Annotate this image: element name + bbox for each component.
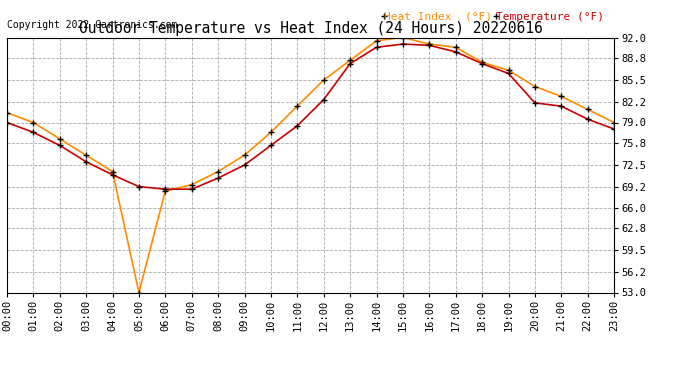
Temperature (°F) [3, 120, 11, 125]
Heat Index  (°F) [135, 290, 143, 295]
Temperature (°F) [425, 43, 433, 48]
Heat Index  (°F) [188, 182, 196, 187]
Temperature (°F) [399, 42, 407, 46]
Heat Index  (°F) [610, 120, 618, 125]
Temperature (°F) [531, 100, 539, 105]
Heat Index  (°F) [214, 169, 222, 174]
Temperature (°F) [373, 45, 381, 50]
Temperature (°F) [451, 50, 460, 54]
Heat Index  (°F) [293, 104, 302, 108]
Temperature (°F) [56, 143, 64, 148]
Heat Index  (°F) [399, 35, 407, 40]
Heat Index  (°F) [240, 153, 248, 158]
Title: Outdoor Temperature vs Heat Index (24 Hours) 20220616: Outdoor Temperature vs Heat Index (24 Ho… [79, 21, 542, 36]
Temperature (°F) [584, 117, 592, 122]
Temperature (°F) [29, 130, 37, 135]
Temperature (°F) [478, 62, 486, 66]
Temperature (°F) [557, 104, 565, 108]
Temperature (°F) [319, 98, 328, 102]
Heat Index  (°F) [29, 120, 37, 125]
Temperature (°F) [108, 172, 117, 177]
Temperature (°F) [504, 71, 513, 76]
Temperature (°F) [135, 184, 143, 189]
Heat Index  (°F) [267, 130, 275, 135]
Temperature (°F) [267, 143, 275, 148]
Heat Index  (°F) [531, 84, 539, 89]
Heat Index  (°F) [319, 78, 328, 82]
Heat Index  (°F) [584, 107, 592, 112]
Temperature (°F) [240, 163, 248, 167]
Temperature (°F) [346, 62, 354, 66]
Heat Index  (°F) [82, 153, 90, 158]
Text: Copyright 2022 Cartronics.com: Copyright 2022 Cartronics.com [7, 20, 177, 30]
Heat Index  (°F) [161, 189, 170, 194]
Heat Index  (°F) [451, 45, 460, 50]
Temperature (°F) [82, 159, 90, 164]
Heat Index  (°F) [373, 39, 381, 43]
Heat Index  (°F) [504, 68, 513, 72]
Heat Index  (°F) [56, 136, 64, 141]
Line: Temperature (°F): Temperature (°F) [3, 40, 618, 193]
Temperature (°F) [161, 187, 170, 192]
Temperature (°F) [188, 187, 196, 192]
Heat Index  (°F) [478, 60, 486, 64]
Temperature (°F) [293, 123, 302, 128]
Heat Index  (°F) [557, 94, 565, 99]
Heat Index  (°F) [108, 169, 117, 174]
Temperature (°F) [214, 176, 222, 180]
Heat Index  (°F) [346, 58, 354, 63]
Heat Index  (°F) [3, 111, 11, 115]
Temperature (°F) [610, 127, 618, 131]
Legend: Heat Index  (°F), Temperature (°F): Heat Index (°F), Temperature (°F) [380, 8, 609, 26]
Line: Heat Index  (°F): Heat Index (°F) [3, 34, 618, 296]
Heat Index  (°F) [425, 42, 433, 46]
